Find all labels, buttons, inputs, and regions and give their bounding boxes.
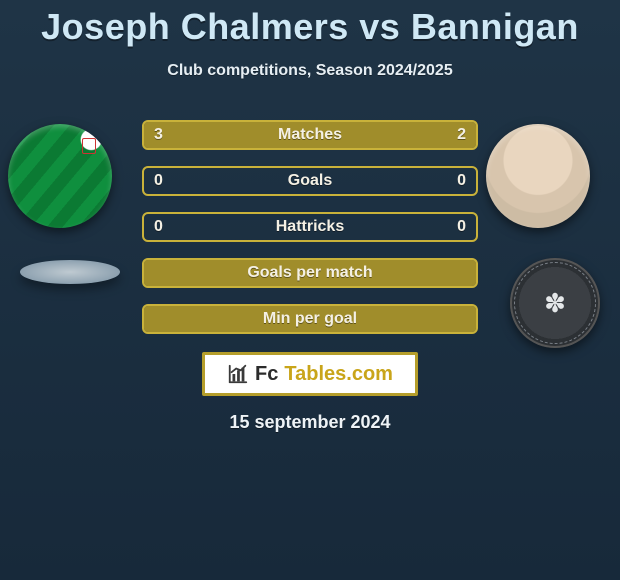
chart-icon xyxy=(227,363,249,385)
brand-badge: Fc Tables.com xyxy=(202,352,418,396)
stat-bar: Min per goal xyxy=(142,304,478,334)
stat-label: Min per goal xyxy=(263,310,357,328)
right-player-avatar xyxy=(486,124,590,228)
left-player-shadow xyxy=(20,260,120,284)
left-player-avatar xyxy=(8,124,112,228)
stat-label: Goals per match xyxy=(247,264,372,282)
stat-label: Hattricks xyxy=(276,218,344,236)
stat-left-value: 3 xyxy=(154,126,163,144)
snapshot-date: 15 september 2024 xyxy=(0,412,620,433)
brand-tables-text: Tables.com xyxy=(284,363,393,386)
stat-bar: 0 Goals 0 xyxy=(142,166,478,196)
stat-bars: 3 Matches 2 0 Goals 0 0 Hattricks 0 Goals per mat… xyxy=(142,120,478,334)
stat-right-value: 0 xyxy=(457,218,466,236)
brand-fc-text: Fc xyxy=(255,363,278,386)
stat-left-value: 0 xyxy=(154,172,163,190)
stat-right-value: 2 xyxy=(457,126,466,144)
right-club-crest: ✽ xyxy=(510,258,600,348)
stat-bar: 0 Hattricks 0 xyxy=(142,212,478,242)
stat-bar: 3 Matches 2 xyxy=(142,120,478,150)
stat-label: Matches xyxy=(278,126,342,144)
page-title: Joseph Chalmers vs Bannigan xyxy=(0,6,620,48)
stat-bar: Goals per match xyxy=(142,258,478,288)
stat-label: Goals xyxy=(288,172,332,190)
page-subtitle: Club competitions, Season 2024/2025 xyxy=(0,62,620,80)
stat-left-value: 0 xyxy=(154,218,163,236)
stat-right-value: 0 xyxy=(457,172,466,190)
